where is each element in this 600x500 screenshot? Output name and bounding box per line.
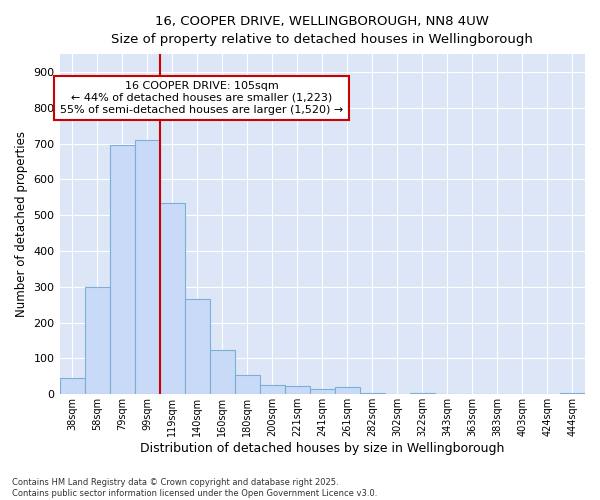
Bar	[134, 140, 160, 394]
Bar	[360, 393, 385, 394]
Bar	[285, 386, 310, 394]
Bar	[160, 202, 185, 394]
Bar	[560, 393, 585, 394]
Bar	[209, 350, 235, 395]
Text: Contains HM Land Registry data © Crown copyright and database right 2025.
Contai: Contains HM Land Registry data © Crown c…	[12, 478, 377, 498]
Text: 16 COOPER DRIVE: 105sqm
← 44% of detached houses are smaller (1,223)
55% of semi: 16 COOPER DRIVE: 105sqm ← 44% of detache…	[60, 82, 343, 114]
Bar	[110, 146, 134, 394]
Y-axis label: Number of detached properties: Number of detached properties	[15, 131, 28, 317]
Bar	[410, 393, 435, 394]
Bar	[260, 384, 285, 394]
Bar	[235, 374, 260, 394]
Title: 16, COOPER DRIVE, WELLINGBOROUGH, NN8 4UW
Size of property relative to detached : 16, COOPER DRIVE, WELLINGBOROUGH, NN8 4U…	[112, 15, 533, 46]
X-axis label: Distribution of detached houses by size in Wellingborough: Distribution of detached houses by size …	[140, 442, 505, 455]
Bar	[85, 287, 110, 395]
Bar	[335, 387, 360, 394]
Bar	[310, 389, 335, 394]
Bar	[59, 378, 85, 394]
Bar	[185, 300, 209, 394]
